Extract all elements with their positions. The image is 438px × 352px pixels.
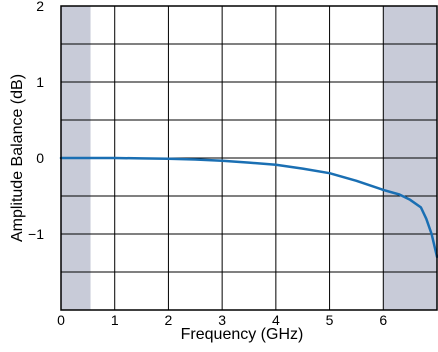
x-tick-label-1: 1 xyxy=(111,312,119,328)
series-line-0 xyxy=(59,156,438,259)
x-tick-label-2: 2 xyxy=(165,312,173,328)
x-tick-labels: 0 1 2 3 4 5 6 xyxy=(57,312,387,328)
y-tick-label-2: 0 xyxy=(36,150,44,166)
y-tick-label-1: 1 xyxy=(36,74,44,90)
x-tick-label-4: 4 xyxy=(272,312,280,328)
x-axis-title: Frequency (GHz) xyxy=(181,326,304,343)
y-tick-labels: 2 1 0 −1 xyxy=(28,0,44,242)
y-axis-title: Amplitude Balance (dB) xyxy=(9,74,26,242)
grid-lines xyxy=(61,6,437,310)
x-tick-label-6: 6 xyxy=(379,312,387,328)
x-tick-label-3: 3 xyxy=(218,312,226,328)
series-layer xyxy=(59,156,438,259)
x-tick-label-0: 0 xyxy=(57,312,65,328)
x-tick-label-5: 5 xyxy=(326,312,334,328)
plot-frame xyxy=(60,5,438,311)
y-tick-label-0: 2 xyxy=(36,0,44,14)
y-tick-label-3: −1 xyxy=(28,226,44,242)
